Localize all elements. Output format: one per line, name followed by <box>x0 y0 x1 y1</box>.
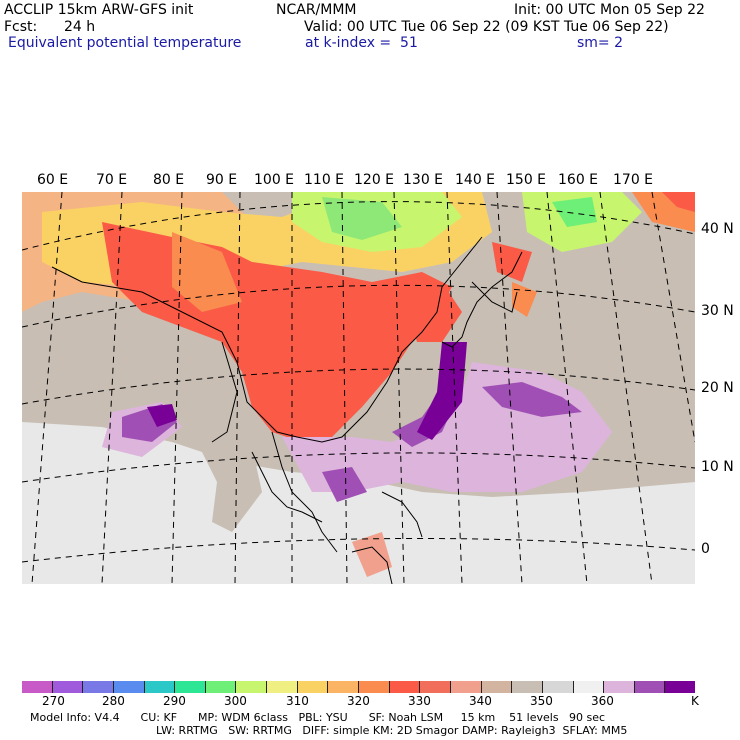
colorbar-swatch <box>236 681 268 693</box>
colorbar-label-320: 320 <box>347 694 370 708</box>
colorbar-swatch <box>359 681 390 693</box>
colorbar-swatch <box>144 681 176 693</box>
model-info-line: Model Info: V4.4 CU: KF MP: WDM 6class P… <box>30 711 606 724</box>
forecast-label: Fcst: <box>4 19 38 35</box>
colorbar-swatch <box>481 681 513 693</box>
colorbar-swatch <box>22 681 53 693</box>
colorbar-swatch <box>450 681 482 693</box>
colorbar-swatch <box>389 681 421 693</box>
colorbar-swatch <box>267 681 298 693</box>
colorbar-swatch <box>420 681 451 693</box>
lon-label-160e: 160 E <box>558 172 599 188</box>
colorbar-swatch <box>52 681 84 693</box>
colorbar-swatch <box>604 681 635 693</box>
colorbar-label-330: 330 <box>408 694 431 708</box>
colorbar-swatch <box>205 681 237 693</box>
colorbar-swatch <box>634 681 666 693</box>
colorbar-label-290: 290 <box>163 694 186 708</box>
lat-label-10n: 10 N <box>701 459 734 475</box>
field-name: Equivalent potential temperature <box>8 35 242 51</box>
physics-info-line: LW: RRTMG SW: RRTMG DIFF: simple KM: 2D … <box>156 724 628 737</box>
colorbar-swatch <box>573 681 605 693</box>
lon-label-140e: 140 E <box>455 172 496 188</box>
smoothing-label: sm= 2 <box>577 35 624 51</box>
lon-label-110e: 110 E <box>304 172 345 188</box>
colorbar-swatch <box>297 681 329 693</box>
lat-label-0: 0 <box>701 541 710 557</box>
lon-label-170e: 170 E <box>613 172 654 188</box>
colorbar-swatch <box>542 681 574 693</box>
colorbar-label-340: 340 <box>469 694 492 708</box>
colorbar-unit: K <box>691 694 699 708</box>
forecast-value: 24 h <box>64 19 96 35</box>
colorbar-swatch <box>83 681 114 693</box>
colorbar-label-310: 310 <box>286 694 309 708</box>
colorbar-swatch <box>113 681 145 693</box>
valid-time: Valid: 00 UTC Tue 06 Sep 22 (09 KST Tue … <box>304 19 669 35</box>
lon-label-70e: 70 E <box>96 172 128 188</box>
lon-label-120e: 120 E <box>354 172 395 188</box>
colorbar-label-280: 280 <box>102 694 125 708</box>
lon-label-130e: 130 E <box>403 172 444 188</box>
colorbar-label-270: 270 <box>42 694 65 708</box>
lat-label-20n: 20 N <box>701 380 734 396</box>
lat-label-40n: 40 N <box>701 221 734 237</box>
model-title: ACCLIP 15km ARW-GFS init <box>4 2 194 18</box>
colorbar-swatch <box>512 681 543 693</box>
org-label: NCAR/MMM <box>276 2 357 18</box>
lon-label-80e: 80 E <box>153 172 185 188</box>
theta-e-map[interactable] <box>22 192 695 584</box>
colorbar-label-360: 360 <box>591 694 614 708</box>
colorbar-swatch <box>175 681 206 693</box>
init-time: Init: 00 UTC Mon 05 Sep 22 <box>514 2 705 18</box>
lon-label-90e: 90 E <box>206 172 238 188</box>
lat-label-30n: 30 N <box>701 303 734 319</box>
lon-label-100e: 100 E <box>254 172 295 188</box>
colorbar-label-350: 350 <box>530 694 553 708</box>
colorbar-label-300: 300 <box>224 694 247 708</box>
lon-label-60e: 60 E <box>37 172 69 188</box>
colorbar-swatch <box>328 681 360 693</box>
lon-label-150e: 150 E <box>506 172 547 188</box>
level-index: at k-index = 51 <box>305 35 418 51</box>
colorbar <box>22 681 696 693</box>
colorbar-swatch <box>665 681 696 693</box>
